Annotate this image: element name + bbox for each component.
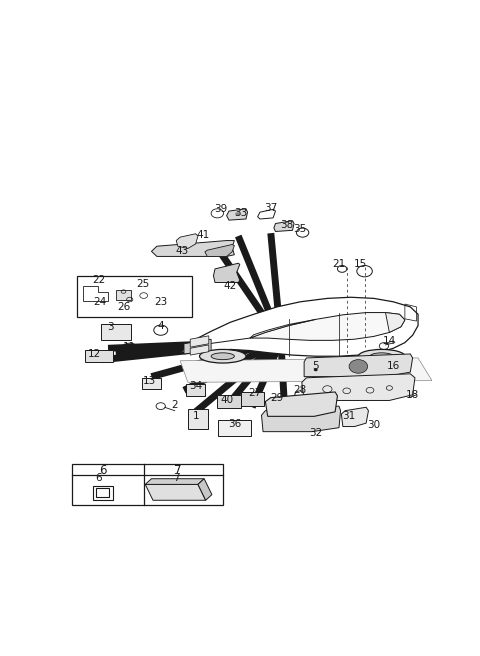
Text: 12: 12 — [88, 349, 101, 359]
Bar — [240, 392, 264, 406]
Ellipse shape — [370, 353, 393, 359]
Bar — [188, 409, 208, 428]
Text: 38: 38 — [280, 220, 294, 230]
Text: 41: 41 — [197, 230, 210, 240]
Polygon shape — [274, 220, 294, 232]
Polygon shape — [205, 245, 234, 256]
Text: 21: 21 — [332, 259, 346, 270]
Text: 7: 7 — [174, 464, 181, 478]
Polygon shape — [152, 241, 234, 256]
Bar — [85, 350, 113, 363]
Bar — [101, 325, 131, 340]
Text: 1: 1 — [192, 411, 199, 421]
Bar — [142, 379, 161, 388]
Text: 28: 28 — [294, 385, 307, 396]
Text: 15: 15 — [354, 259, 367, 270]
Text: 40: 40 — [220, 396, 233, 405]
Bar — [186, 384, 205, 396]
Bar — [218, 420, 251, 436]
Polygon shape — [184, 339, 211, 354]
Text: 5: 5 — [312, 361, 319, 371]
Text: 23: 23 — [154, 297, 168, 308]
Polygon shape — [385, 312, 405, 333]
Polygon shape — [190, 345, 209, 355]
Text: 24: 24 — [94, 297, 107, 308]
Polygon shape — [180, 358, 432, 382]
Ellipse shape — [349, 359, 368, 373]
Polygon shape — [190, 336, 209, 347]
Polygon shape — [214, 263, 240, 283]
Text: 22: 22 — [92, 276, 106, 285]
Text: 6: 6 — [99, 464, 107, 478]
Ellipse shape — [314, 369, 318, 371]
Polygon shape — [250, 319, 316, 338]
Polygon shape — [304, 354, 413, 377]
Text: 42: 42 — [224, 281, 237, 291]
Text: 30: 30 — [367, 420, 381, 430]
Ellipse shape — [211, 353, 234, 359]
Text: 14: 14 — [383, 336, 396, 346]
Text: 16: 16 — [386, 361, 400, 371]
Text: 39: 39 — [215, 204, 228, 214]
Bar — [216, 395, 241, 409]
Text: 33: 33 — [234, 209, 247, 218]
Text: 6: 6 — [96, 473, 102, 483]
Text: 4: 4 — [157, 321, 164, 331]
Text: 35: 35 — [294, 224, 307, 234]
Text: 27: 27 — [249, 388, 262, 398]
Polygon shape — [145, 479, 204, 484]
Text: 13: 13 — [143, 376, 156, 386]
Text: 26: 26 — [118, 302, 131, 312]
Text: 29: 29 — [270, 393, 284, 403]
Polygon shape — [265, 392, 337, 417]
Polygon shape — [341, 407, 369, 426]
Text: 43: 43 — [176, 246, 189, 256]
Polygon shape — [198, 479, 212, 501]
Bar — [116, 291, 132, 300]
Polygon shape — [180, 297, 418, 356]
Text: 36: 36 — [228, 419, 241, 429]
Text: 18: 18 — [406, 390, 419, 400]
Text: 32: 32 — [309, 428, 323, 438]
Text: 3: 3 — [107, 321, 114, 332]
Bar — [72, 464, 223, 505]
Ellipse shape — [235, 212, 240, 216]
Polygon shape — [302, 374, 415, 400]
Bar — [93, 485, 113, 501]
Text: 7: 7 — [173, 473, 180, 483]
Polygon shape — [145, 484, 206, 501]
Polygon shape — [250, 312, 405, 340]
Text: 34: 34 — [189, 381, 202, 391]
Bar — [96, 488, 109, 497]
Text: 11: 11 — [123, 342, 136, 352]
Text: 25: 25 — [136, 279, 150, 289]
Polygon shape — [176, 234, 198, 249]
Bar — [77, 276, 192, 317]
Polygon shape — [227, 209, 248, 220]
Ellipse shape — [359, 350, 405, 363]
Ellipse shape — [200, 350, 246, 363]
Polygon shape — [262, 406, 340, 432]
Text: 2: 2 — [171, 400, 178, 410]
Text: 31: 31 — [342, 411, 356, 420]
Text: 37: 37 — [264, 203, 277, 213]
